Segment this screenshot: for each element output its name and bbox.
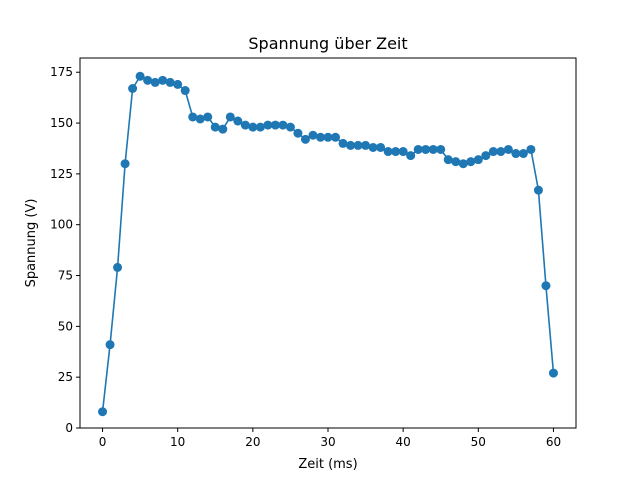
x-tick-label: 0 [99, 435, 107, 449]
data-point [503, 144, 513, 154]
data-point [233, 116, 243, 126]
data-point [548, 368, 558, 378]
data-point [225, 112, 235, 122]
plot-frame [79, 57, 577, 429]
x-tick-label: 20 [245, 435, 260, 449]
data-point [188, 112, 198, 122]
chart-title: Spannung über Zeit [248, 34, 407, 53]
data-point [361, 140, 371, 150]
data-point [526, 144, 536, 154]
y-tick-label: 25 [58, 370, 73, 384]
data-point [113, 262, 123, 272]
data-point [180, 86, 190, 96]
data-point [218, 124, 228, 134]
data-point [165, 77, 175, 87]
data-point [315, 132, 325, 142]
data-point [383, 147, 393, 157]
x-tick-label: 50 [471, 435, 486, 449]
data-point [308, 130, 318, 140]
data-point [368, 142, 378, 152]
data-point [466, 157, 476, 167]
data-point [293, 128, 303, 138]
y-axis-label: Spannung (V) [24, 199, 39, 288]
data-point [173, 79, 183, 89]
data-point [398, 147, 408, 157]
data-point [150, 77, 160, 87]
data-point [406, 151, 416, 161]
data-point [428, 144, 438, 154]
data-point [331, 132, 341, 142]
data-point [533, 185, 543, 195]
data-point [323, 132, 333, 142]
y-tick-label: 125 [50, 167, 73, 181]
data-point [263, 120, 273, 130]
x-axis-label: Zeit (ms) [298, 457, 357, 472]
data-point [135, 71, 145, 81]
y-tick-label: 50 [58, 319, 73, 333]
plot-area-background [80, 58, 576, 428]
data-point [443, 155, 453, 165]
data-point [346, 140, 356, 150]
data-point [451, 157, 461, 167]
data-point [128, 83, 138, 93]
data-point [436, 144, 446, 154]
data-point [391, 147, 401, 157]
data-point [300, 134, 310, 144]
data-point [210, 122, 220, 132]
data-point [511, 149, 521, 159]
data-point [278, 120, 288, 130]
y-tick-label: 175 [50, 65, 73, 79]
data-point [143, 75, 153, 85]
data-point [458, 159, 468, 169]
y-tick-label: 100 [50, 218, 73, 232]
data-point [376, 142, 386, 152]
data-point [518, 149, 528, 159]
data-point [270, 120, 280, 130]
data-point [481, 151, 491, 161]
data-point [203, 112, 213, 122]
data-point [158, 75, 168, 85]
data-point [421, 144, 431, 154]
data-point [488, 147, 498, 157]
data-point [248, 122, 258, 132]
data-point [473, 155, 483, 165]
data-point [240, 120, 250, 130]
data-point [541, 281, 551, 291]
data-series [98, 71, 558, 417]
data-point [413, 144, 423, 154]
data-point [195, 114, 205, 124]
data-point [285, 122, 295, 132]
data-point [98, 407, 108, 417]
data-point [255, 122, 265, 132]
y-tick-label: 150 [50, 116, 73, 130]
data-point [120, 159, 130, 169]
x-tick-label: 30 [320, 435, 335, 449]
x-tick-label: 40 [396, 435, 411, 449]
y-tick-label: 0 [65, 421, 73, 435]
x-tick-label: 60 [546, 435, 561, 449]
y-tick-label: 75 [58, 269, 73, 283]
data-point [496, 147, 506, 157]
data-point [105, 340, 115, 350]
x-tick-label: 10 [170, 435, 185, 449]
axis-ticks: 0 10 20 30 40 50 60 0 25 50 75 100 125 150 175 [50, 65, 561, 449]
data-point [353, 140, 363, 150]
data-point [338, 138, 348, 148]
